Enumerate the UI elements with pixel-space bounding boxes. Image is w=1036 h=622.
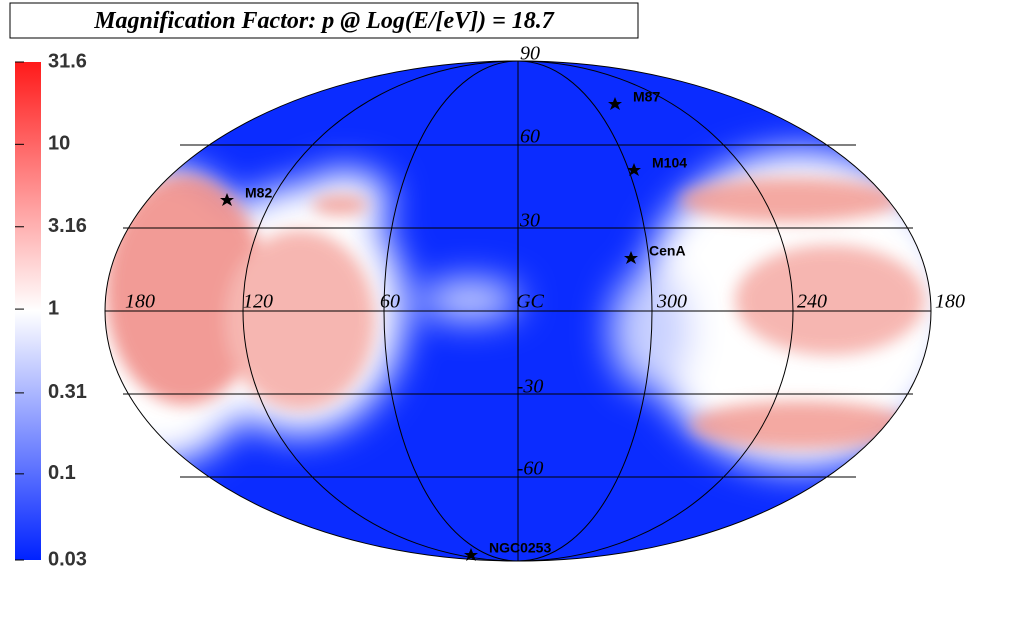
colorbar-tick-label: 0.03 — [48, 548, 87, 570]
source-marker — [220, 193, 234, 206]
latitude-label: 30 — [519, 210, 540, 232]
longitude-label: 300 — [656, 291, 687, 313]
graticule — [104, 60, 932, 562]
latitude-label: -30 — [517, 376, 544, 398]
longitude-label: GC — [516, 291, 544, 313]
longitude-label: 120 — [243, 291, 273, 313]
colorbar-tick-label: 0.1 — [48, 462, 76, 484]
source-marker — [624, 251, 638, 264]
longitude-label: 180 — [935, 291, 965, 313]
source-marker — [608, 97, 622, 110]
longitude-label: 60 — [380, 291, 400, 313]
source-marker — [627, 163, 641, 176]
longitude-label: 240 — [797, 291, 827, 313]
title-box — [9, 2, 639, 39]
colorbar-gradient — [15, 62, 41, 560]
colorbar-tick-label: 3.16 — [48, 215, 87, 237]
latitude-label: 60 — [520, 126, 540, 148]
latitude-label: -60 — [517, 458, 544, 480]
source-label: NGC0253 — [489, 540, 551, 556]
labels: 180 120 60 GC 300 240 180 90 60 30 -30 -60 M87 M104 M8… — [125, 43, 965, 561]
source-label: CenA — [649, 243, 686, 259]
colorbar-tick-label: 31.6 — [48, 50, 87, 72]
sky-map — [105, 61, 931, 561]
colorbar-tick-label: 10 — [48, 133, 70, 155]
colorbar-tick-label: 0.31 — [48, 381, 87, 403]
colorbar: 31.6 10 3.16 1 0.31 0.1 0.03 — [15, 50, 87, 570]
source-marker — [464, 548, 478, 561]
source-label: M104 — [652, 155, 687, 171]
source-label: M87 — [633, 89, 660, 105]
source-label: M82 — [245, 185, 272, 201]
latitude-label: 90 — [520, 43, 540, 65]
title: Magnification Factor: p @ Log(E/[eV]) = … — [93, 8, 555, 34]
colorbar-tick-label: 1 — [48, 297, 59, 319]
longitude-label: 180 — [125, 291, 155, 313]
